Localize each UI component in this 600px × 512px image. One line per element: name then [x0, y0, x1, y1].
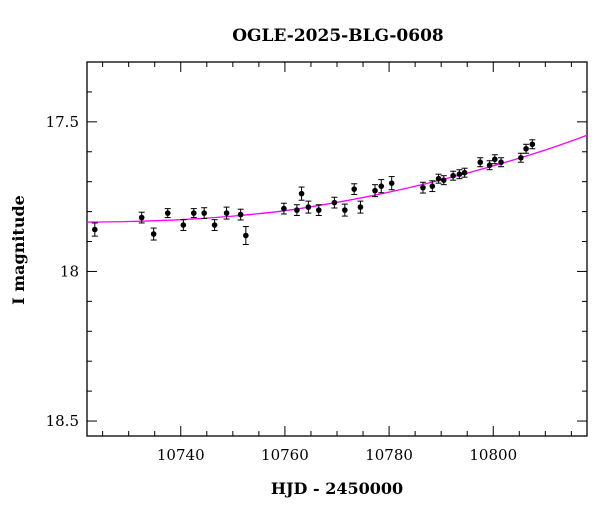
point-marker: [429, 183, 436, 189]
point-marker: [529, 141, 536, 148]
point-marker: [351, 186, 357, 192]
point-marker: [243, 232, 249, 239]
point-marker: [164, 210, 171, 216]
data-point: [305, 200, 312, 214]
y-axis-label: I magnitude: [9, 195, 28, 305]
point-marker: [420, 184, 426, 191]
data-point: [388, 176, 395, 191]
data-point: [164, 208, 171, 219]
data-point: [293, 204, 300, 216]
point-marker: [138, 214, 145, 221]
data-point: [486, 160, 493, 171]
data-point: [435, 173, 442, 184]
data-point: [331, 196, 338, 209]
point-marker: [523, 145, 529, 152]
point-marker: [388, 180, 395, 186]
point-marker: [342, 207, 348, 213]
point-marker: [298, 190, 305, 197]
model-curve: [86, 134, 588, 223]
point-marker: [190, 210, 197, 216]
y-tick-label: 17.5: [46, 113, 79, 131]
y-tick-label: 18.5: [46, 412, 79, 430]
data-point: [419, 181, 426, 194]
point-marker: [150, 231, 157, 237]
point-marker: [201, 210, 207, 216]
data-point: [315, 204, 322, 216]
point-marker: [237, 211, 244, 218]
data-point: [237, 208, 244, 221]
data-point: [201, 207, 208, 219]
data-point: [180, 219, 187, 231]
data-point: [223, 206, 230, 220]
point-marker: [492, 156, 498, 163]
data-point: [190, 208, 197, 219]
data-point: [378, 179, 385, 194]
data-point: [477, 157, 484, 168]
point-marker: [486, 162, 493, 169]
point-marker: [477, 159, 484, 166]
data-point: [298, 186, 305, 201]
plot-frame: [86, 61, 588, 437]
point-marker: [372, 187, 378, 194]
point-marker: [435, 175, 442, 182]
data-point: [138, 211, 145, 224]
point-marker: [294, 207, 300, 213]
point-marker: [461, 169, 468, 176]
data-point: [529, 139, 536, 150]
point-marker: [357, 204, 364, 210]
data-point: [91, 222, 98, 237]
axis-ticks: [87, 61, 587, 436]
chart-title: OGLE-2025-BLG-0608: [232, 26, 444, 46]
data-point: [456, 169, 463, 180]
data-points: [91, 139, 536, 246]
x-tick-label: 10780: [365, 446, 413, 464]
point-marker: [378, 183, 385, 189]
data-point: [280, 202, 287, 215]
point-marker: [450, 172, 456, 179]
point-marker: [305, 204, 312, 210]
point-marker: [518, 154, 524, 161]
data-point: [351, 183, 358, 196]
data-point: [461, 167, 468, 178]
point-marker: [180, 222, 187, 228]
data-point: [498, 157, 505, 168]
data-point: [429, 180, 436, 193]
point-marker: [92, 226, 98, 233]
data-point: [517, 152, 524, 163]
x-tick-label: 10800: [469, 446, 517, 464]
y-tick-label: 18: [60, 262, 79, 280]
data-point: [341, 203, 348, 217]
data-point: [491, 154, 498, 165]
axis-tick-labels: 10740 10760 10780 10800 17.5 18 18.5: [46, 113, 518, 464]
data-point: [150, 227, 157, 241]
x-axis-label: HJD - 2450000: [271, 479, 403, 498]
data-point: [211, 219, 218, 231]
data-point: [372, 184, 379, 198]
data-point: [242, 226, 249, 246]
point-marker: [223, 210, 230, 216]
x-tick-label: 10760: [261, 446, 309, 464]
x-tick-label: 10740: [157, 446, 205, 464]
point-marker: [281, 205, 287, 212]
point-marker: [211, 222, 218, 228]
point-marker: [498, 159, 504, 166]
data-point: [450, 170, 457, 181]
data-point: [440, 175, 447, 186]
point-marker: [331, 199, 338, 206]
data-point: [357, 200, 364, 214]
point-marker: [315, 207, 322, 213]
point-marker: [456, 171, 463, 177]
data-point: [523, 143, 530, 154]
point-marker: [440, 177, 447, 183]
